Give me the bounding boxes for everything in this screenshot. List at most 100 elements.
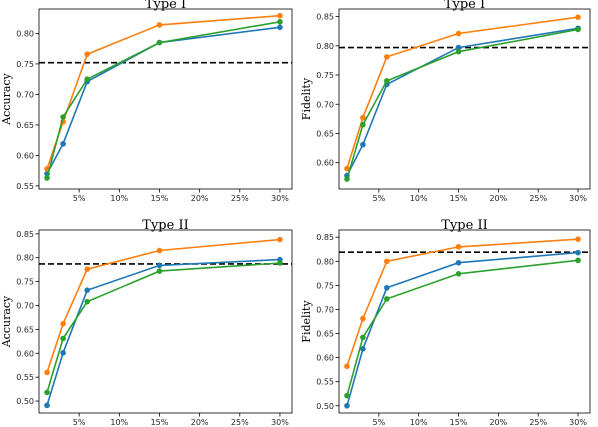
data-point [455,271,462,277]
data-point [344,165,350,172]
data-point [384,258,390,265]
x-tick-label: 10% [410,418,428,427]
chart-panel: 0.50 0.55 0.60 0.65 0.70 0.75 0.80 0.85 5% 10% 15%… [0,218,293,427]
x-tick-label: 20% [489,418,507,427]
y-tick-label: 0.60 [16,151,34,160]
data-point [455,48,462,55]
chart-title: Type II [441,218,487,233]
y-tick-label: 0.70 [316,305,334,314]
chart-title: Type I [444,0,485,12]
data-point [384,54,390,60]
data-point [344,402,350,409]
data-point [455,244,462,250]
data-point [277,12,283,19]
y-tick-label: 0.80 [16,29,34,38]
y-axis-label: Fidelity [300,77,313,120]
data-point [44,369,50,376]
x-tick-label: 5% [372,194,385,203]
series-line [46,14,281,170]
x-tick-label: 30% [569,418,587,427]
series-line [346,259,579,396]
chart-panel: 0.50 0.55 0.60 0.65 0.70 0.75 0.80 0.85 5% 10% 15%… [300,218,591,427]
data-point [84,51,90,57]
y-tick-label: 0.55 [316,378,334,387]
x-tick-label: 10% [110,194,128,203]
data-point [84,76,90,82]
x-tick-label: 20% [191,418,209,427]
data-point [84,266,90,272]
data-point [360,141,366,148]
data-point [575,249,581,256]
y-tick-label: 0.80 [316,42,334,51]
y-tick-label: 0.80 [316,257,334,266]
y-tick-label: 0.65 [16,325,34,334]
axes-frame [338,8,591,190]
data-point [44,175,50,181]
data-point [156,262,163,269]
data-point [344,176,350,182]
chart-title: Type I [145,0,186,12]
x-tick-label: 25% [231,418,249,427]
x-tick-label: 10% [410,194,428,203]
y-tick-label: 0.50 [316,402,334,411]
data-point [84,287,90,294]
data-point [344,392,350,399]
x-tick-label: 25% [529,194,547,203]
data-point [455,259,462,266]
data-point [575,236,581,242]
y-axis-label: Accuracy [0,72,13,125]
data-point [360,346,366,352]
data-point [575,257,581,264]
x-tick-label: 5% [73,194,86,203]
data-point [455,44,462,51]
data-point [44,402,50,409]
data-point [360,334,366,341]
y-tick-label: 0.65 [16,121,34,130]
y-tick-label: 0.80 [16,254,34,263]
x-tick-label: 15% [151,194,169,203]
data-point [575,14,581,20]
x-tick-label: 25% [231,194,249,203]
data-point [44,389,50,396]
y-tick-label: 0.55 [16,182,34,191]
x-tick-label: 20% [489,194,507,203]
data-point [60,114,66,120]
data-point [384,296,390,302]
series-line [346,28,579,180]
axes-frame [38,229,293,414]
x-tick-label: 30% [271,418,289,427]
data-point [344,363,350,370]
x-tick-label: 5% [73,418,86,427]
series-line [46,21,281,179]
series-line [46,26,281,175]
axes-frame [338,229,591,414]
x-tick-label: 30% [569,194,587,203]
x-tick-label: 15% [450,194,468,203]
data-point [277,260,283,266]
y-tick-label: 0.75 [316,281,334,290]
data-point [360,114,366,121]
data-point [360,315,366,322]
data-point [360,121,366,128]
data-point [277,19,283,25]
x-tick-label: 15% [151,418,169,427]
data-point [84,298,90,305]
y-tick-label: 0.75 [316,71,334,80]
data-point [384,284,390,291]
x-tick-label: 20% [191,194,209,203]
y-tick-label: 0.65 [316,330,334,339]
y-tick-label: 0.55 [16,373,34,382]
y-tick-label: 0.70 [16,90,34,99]
y-tick-label: 0.85 [316,233,334,242]
x-tick-label: 5% [372,418,385,427]
x-tick-label: 30% [271,194,289,203]
data-point [156,39,163,46]
y-tick-label: 0.85 [316,13,334,22]
y-tick-label: 0.60 [316,159,334,168]
y-axis-label: Accuracy [0,295,13,348]
x-tick-label: 15% [450,418,468,427]
data-point [277,236,283,243]
x-tick-label: 10% [110,418,128,427]
data-point [60,320,66,327]
